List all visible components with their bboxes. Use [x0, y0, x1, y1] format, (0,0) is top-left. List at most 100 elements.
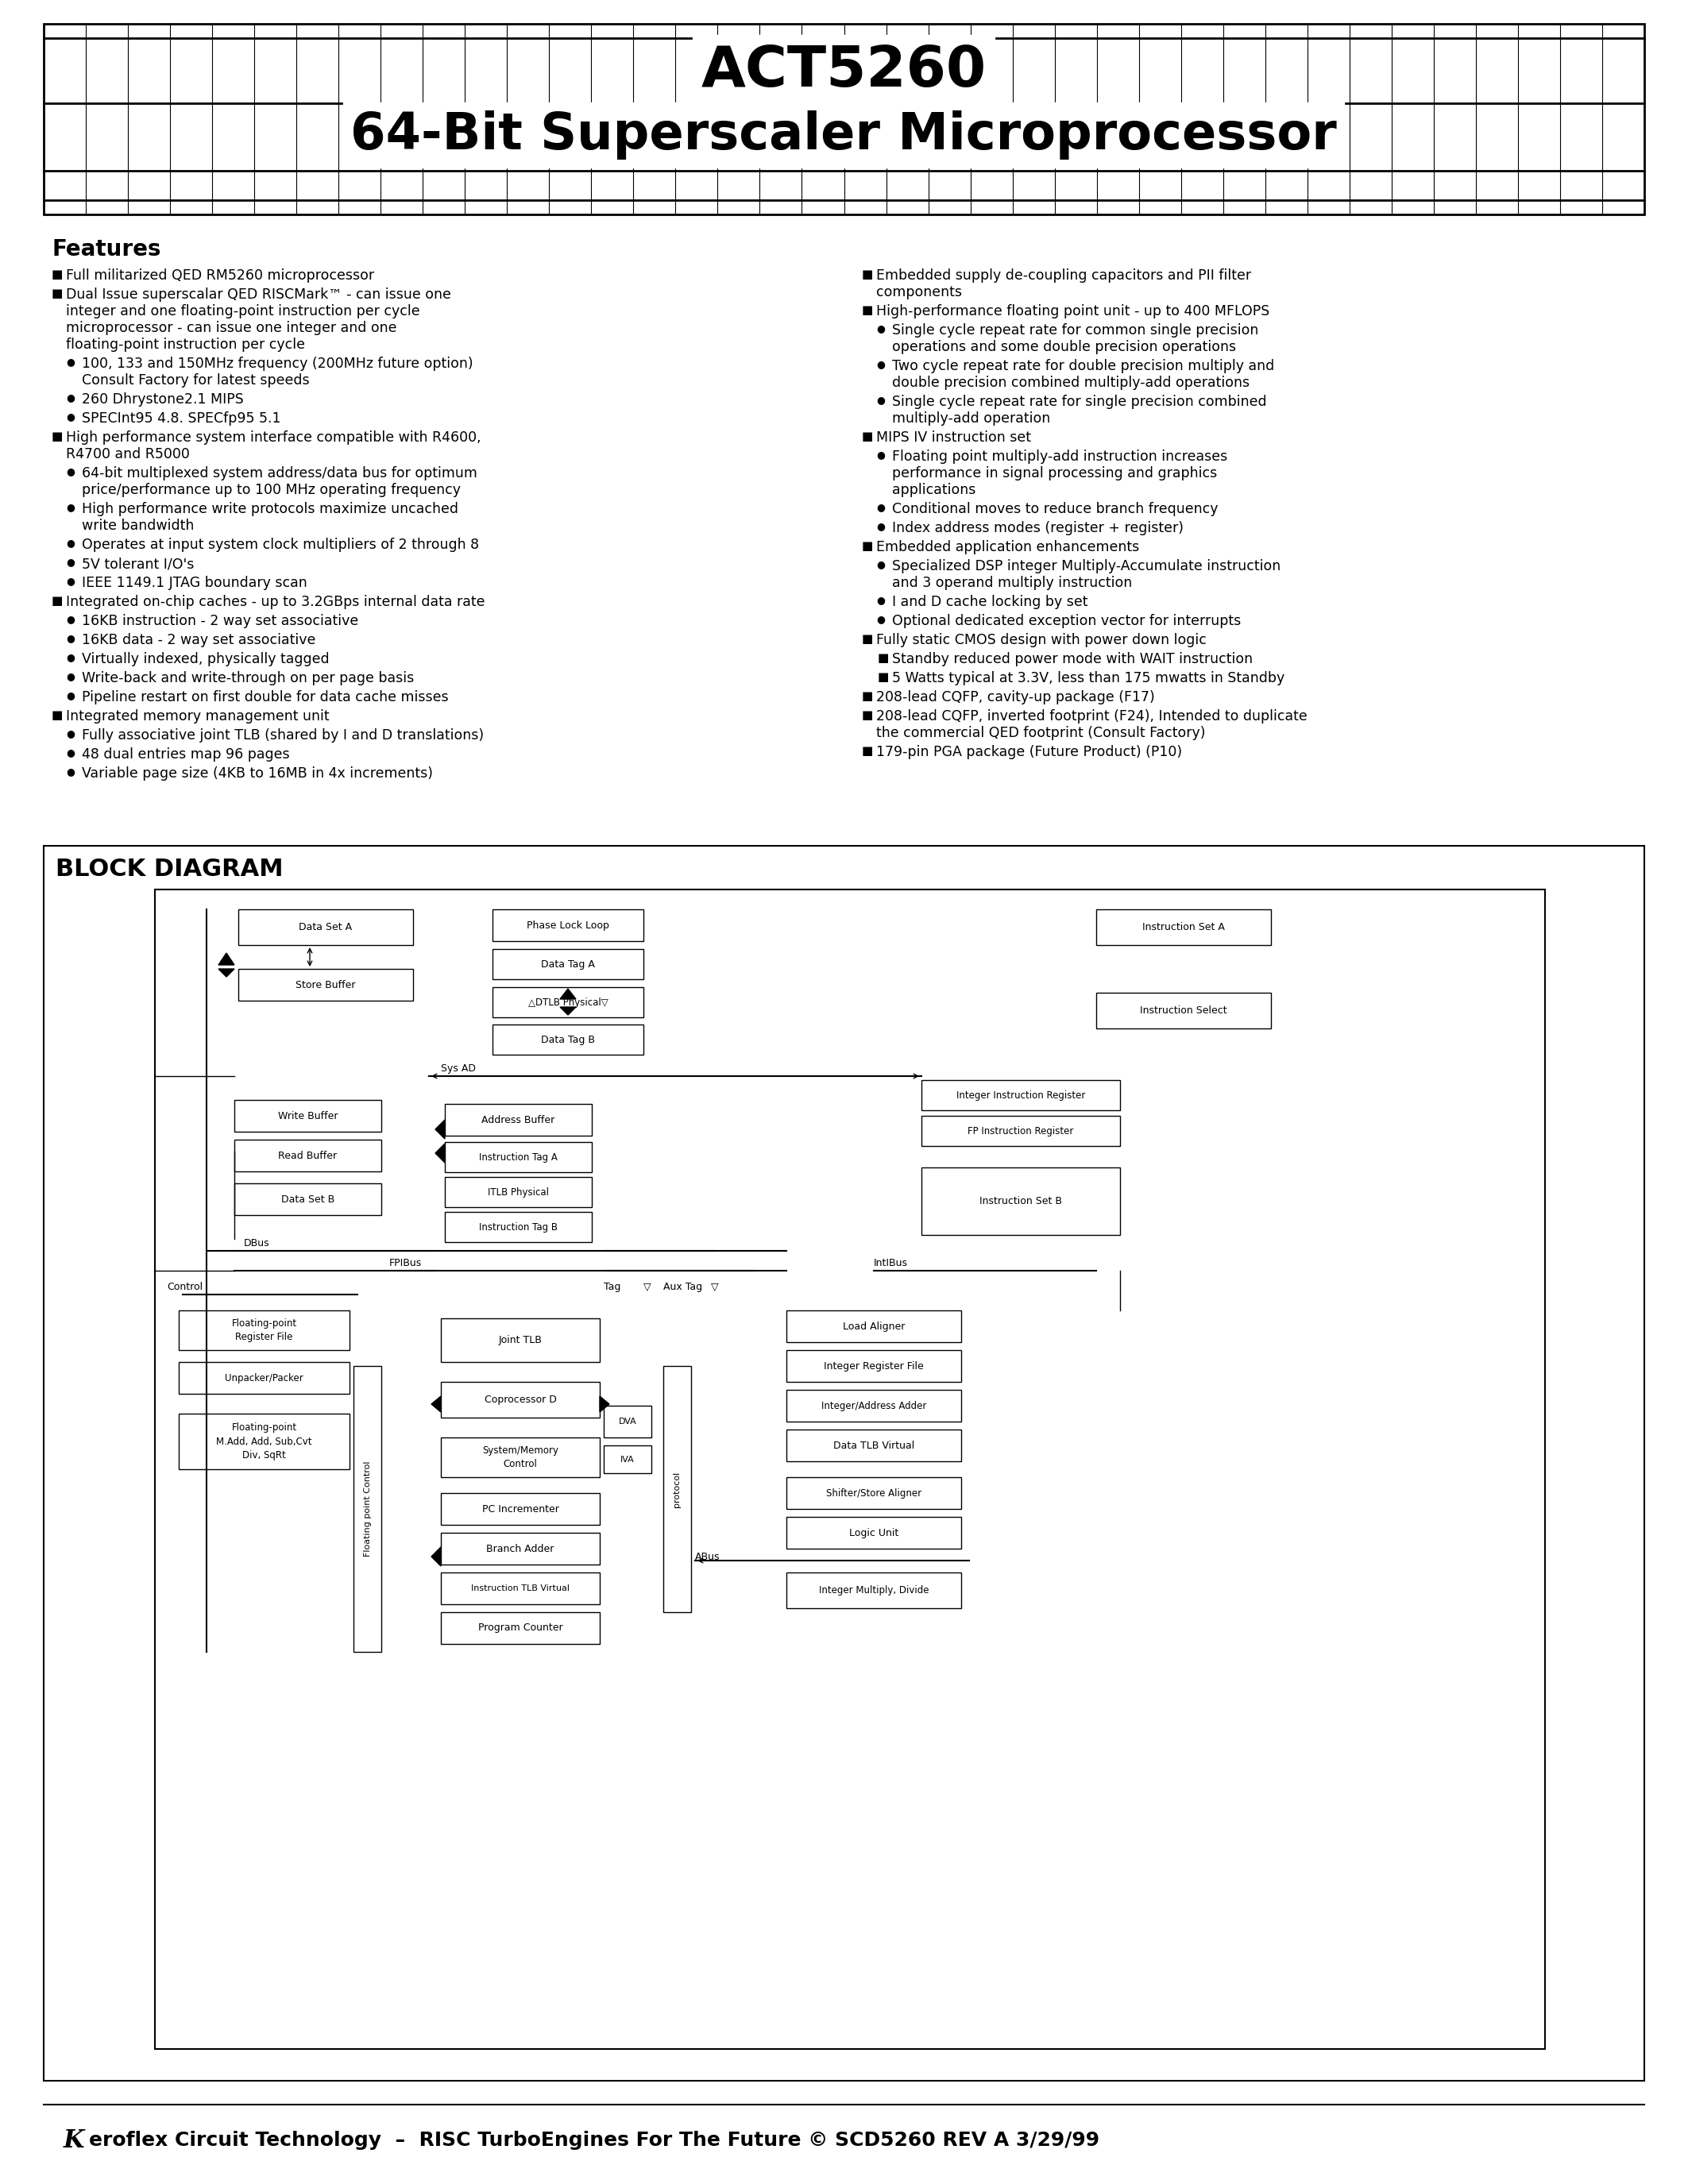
Text: Aux Tag: Aux Tag — [663, 1282, 702, 1291]
Text: Data Tag A: Data Tag A — [540, 959, 594, 970]
Text: Full militarized QED RM5260 microprocessor: Full militarized QED RM5260 microprocess… — [66, 269, 375, 282]
Bar — [1096, 994, 1271, 1029]
Text: ●: ● — [66, 465, 74, 476]
Text: ●: ● — [66, 633, 74, 644]
Text: Two cycle repeat rate for double precision multiply and: Two cycle repeat rate for double precisi… — [891, 358, 1274, 373]
Text: Coprocessor D: Coprocessor D — [484, 1396, 557, 1404]
Text: Κ: Κ — [64, 2127, 84, 2153]
Bar — [787, 1431, 960, 1461]
Text: ●: ● — [876, 358, 885, 369]
Text: Index address modes (register + register): Index address modes (register + register… — [891, 522, 1183, 535]
Text: Address Buffer: Address Buffer — [481, 1114, 555, 1125]
Text: protocol: protocol — [674, 1472, 682, 1507]
Text: ●: ● — [66, 653, 74, 662]
Text: Floating point multiply-add instruction increases: Floating point multiply-add instruction … — [891, 450, 1227, 463]
Text: ■: ■ — [863, 539, 873, 553]
Bar — [493, 1024, 643, 1055]
Text: Fully static CMOS design with power down logic: Fully static CMOS design with power down… — [876, 633, 1207, 646]
Text: Read Buffer: Read Buffer — [279, 1151, 338, 1160]
Text: Load Aligner: Load Aligner — [842, 1321, 905, 1332]
Text: Conditional moves to reduce branch frequency: Conditional moves to reduce branch frequ… — [891, 502, 1219, 515]
Text: ●: ● — [66, 614, 74, 625]
Text: Shifter/Store Aligner: Shifter/Store Aligner — [825, 1487, 922, 1498]
Text: write bandwidth: write bandwidth — [81, 518, 194, 533]
Polygon shape — [560, 989, 576, 998]
Bar — [493, 909, 643, 941]
Text: Dual Issue superscalar QED RISCMark™ - can issue one: Dual Issue superscalar QED RISCMark™ - c… — [66, 288, 451, 301]
Bar — [493, 987, 643, 1018]
Text: ■: ■ — [878, 670, 890, 684]
Text: Control: Control — [167, 1282, 203, 1291]
Bar — [441, 1382, 599, 1417]
Text: ●: ● — [66, 690, 74, 701]
Bar — [787, 1476, 960, 1509]
Text: ●: ● — [66, 727, 74, 738]
Bar — [441, 1572, 599, 1605]
Text: Div, SqRt: Div, SqRt — [243, 1450, 285, 1461]
Text: components: components — [876, 286, 962, 299]
Text: the commercial QED footprint (Consult Factory): the commercial QED footprint (Consult Fa… — [876, 725, 1205, 740]
Text: Instruction Tag B: Instruction Tag B — [479, 1221, 557, 1232]
Text: ●: ● — [876, 395, 885, 404]
Text: ●: ● — [876, 594, 885, 605]
Text: IntIBus: IntIBus — [874, 1258, 908, 1269]
Bar — [441, 1612, 599, 1645]
Bar — [787, 1350, 960, 1382]
Text: Data Set A: Data Set A — [299, 922, 353, 933]
Text: Single cycle repeat rate for common single precision: Single cycle repeat rate for common sing… — [891, 323, 1259, 339]
Text: ●: ● — [876, 323, 885, 334]
Text: floating-point instruction per cycle: floating-point instruction per cycle — [66, 339, 306, 352]
Text: Instruction Set A: Instruction Set A — [1143, 922, 1225, 933]
Text: I and D cache locking by set: I and D cache locking by set — [891, 594, 1087, 609]
Text: △DTLB Physical▽: △DTLB Physical▽ — [528, 998, 608, 1007]
Text: and 3 operand multiply instruction: and 3 operand multiply instruction — [891, 577, 1133, 590]
Text: Virtually indexed, physically tagged: Virtually indexed, physically tagged — [81, 653, 329, 666]
Bar — [353, 1365, 381, 1651]
Text: ■: ■ — [52, 710, 62, 721]
Text: Instruction Select: Instruction Select — [1139, 1005, 1227, 1016]
Text: Integer Instruction Register: Integer Instruction Register — [955, 1090, 1085, 1101]
Text: Single cycle repeat rate for single precision combined: Single cycle repeat rate for single prec… — [891, 395, 1266, 408]
Text: multiply-add operation: multiply-add operation — [891, 411, 1050, 426]
Text: ●: ● — [66, 537, 74, 548]
Text: ▽: ▽ — [643, 1282, 652, 1291]
Text: ■: ■ — [52, 594, 62, 607]
Text: double precision combined multiply-add operations: double precision combined multiply-add o… — [891, 376, 1249, 391]
Text: ●: ● — [66, 557, 74, 568]
Bar — [787, 1518, 960, 1548]
Text: Store Buffer: Store Buffer — [295, 981, 356, 989]
Text: ■: ■ — [863, 269, 873, 280]
Bar — [922, 1116, 1121, 1147]
Polygon shape — [436, 1144, 446, 1162]
Text: Integrated memory management unit: Integrated memory management unit — [66, 710, 329, 723]
Bar — [922, 1081, 1121, 1109]
Text: DBus: DBus — [243, 1238, 270, 1247]
Text: ●: ● — [66, 767, 74, 778]
Text: ●: ● — [876, 614, 885, 625]
Polygon shape — [560, 1007, 576, 1016]
Text: microprocessor - can issue one integer and one: microprocessor - can issue one integer a… — [66, 321, 397, 334]
Bar — [235, 1140, 381, 1171]
Bar — [787, 1572, 960, 1607]
Text: Embedded supply de-coupling capacitors and PII filter: Embedded supply de-coupling capacitors a… — [876, 269, 1251, 282]
Text: ■: ■ — [863, 745, 873, 758]
Text: 260 Dhrystone2.1 MIPS: 260 Dhrystone2.1 MIPS — [81, 393, 243, 406]
Text: High-performance floating point unit - up to 400 MFLOPS: High-performance floating point unit - u… — [876, 304, 1269, 319]
Text: Register File: Register File — [235, 1332, 294, 1341]
Text: operations and some double precision operations: operations and some double precision ope… — [891, 341, 1236, 354]
Polygon shape — [436, 1120, 446, 1138]
Bar — [922, 1168, 1121, 1234]
Bar — [44, 845, 1644, 2081]
Polygon shape — [218, 970, 235, 976]
Text: Unpacker/Packer: Unpacker/Packer — [225, 1374, 304, 1382]
Text: Integer Register File: Integer Register File — [824, 1361, 923, 1372]
Text: ■: ■ — [863, 690, 873, 701]
Text: M.Add, Add, Sub,Cvt: M.Add, Add, Sub,Cvt — [216, 1437, 312, 1446]
Text: ■: ■ — [863, 710, 873, 721]
Text: Data TLB Virtual: Data TLB Virtual — [834, 1439, 915, 1450]
Text: ■: ■ — [52, 269, 62, 280]
Bar — [446, 1212, 592, 1243]
Text: MIPS IV instruction set: MIPS IV instruction set — [876, 430, 1031, 446]
Bar — [179, 1310, 349, 1350]
Text: Phase Lock Loop: Phase Lock Loop — [527, 919, 609, 930]
